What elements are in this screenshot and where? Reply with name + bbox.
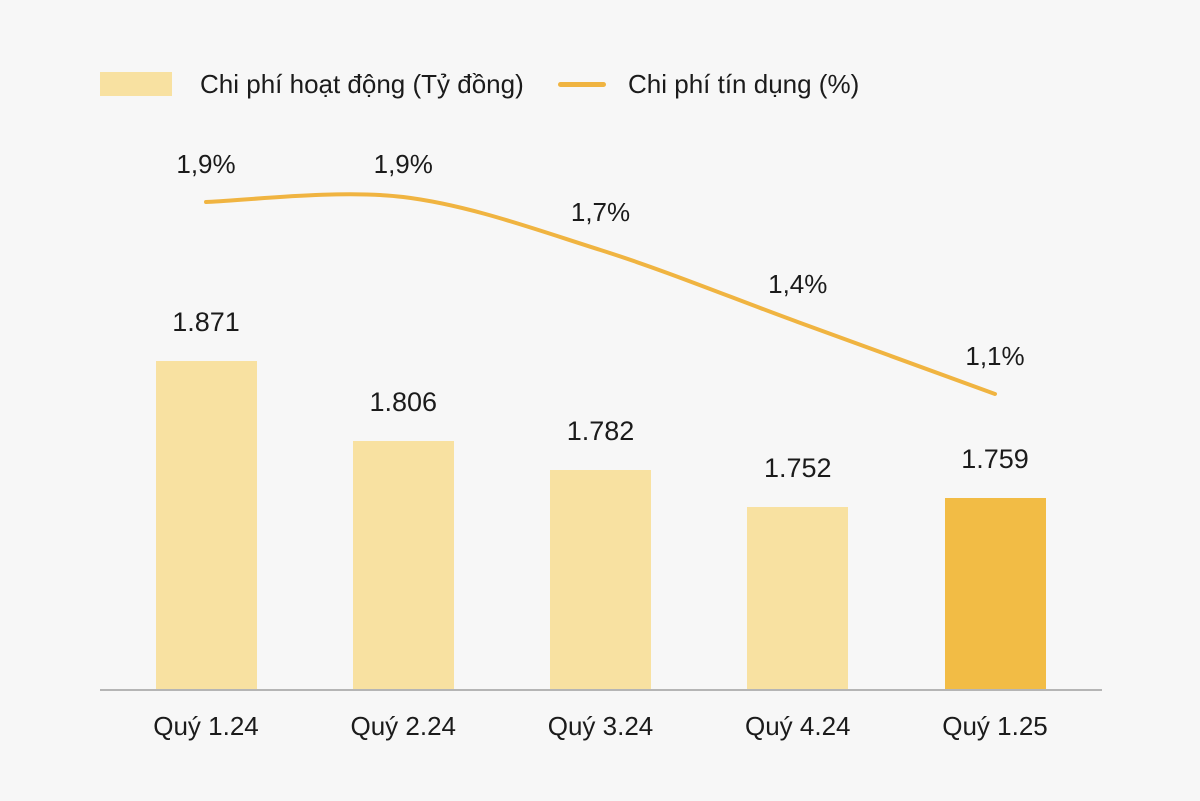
x-axis-label: Quý 1.25 [942, 711, 1048, 741]
bar-4 [747, 507, 849, 690]
x-axis-label: Quý 2.24 [350, 711, 456, 741]
line-point-label: 1,9% [176, 149, 236, 179]
x-axis-label: Quý 1.24 [153, 711, 259, 741]
bar-value-label: 1.752 [763, 453, 832, 483]
x-axis-line [100, 689, 1102, 691]
bar-value-label: 1.759 [961, 444, 1029, 474]
x-axis-label: Quý 3.24 [547, 711, 654, 741]
line-point-label: 1,9% [373, 149, 433, 179]
bar-1 [155, 361, 257, 690]
bar-5 [944, 498, 1046, 690]
legend-label-credit-cost: Chi phí tín dụng (%) [628, 68, 860, 99]
bar-2 [352, 441, 454, 690]
bar-value-label: 1.782 [566, 416, 635, 446]
line-point-label: 1,1% [965, 341, 1025, 371]
bar-value-label: 1.871 [172, 307, 240, 337]
line-point-label: 1,4% [768, 269, 828, 299]
legend-item-operating-cost: Chi phí hoạt động (Tỷ đồng) [100, 68, 524, 99]
bar-series-swatch-icon [100, 72, 172, 96]
bar-3 [550, 470, 651, 690]
line-point-label: 1,7% [570, 197, 631, 227]
x-axis-label: Quý 4.24 [744, 711, 851, 741]
legend-item-credit-cost: Chi phí tín dụng (%) [558, 68, 860, 99]
bar-value-label: 1.806 [369, 387, 438, 417]
legend-label-operating-cost: Chi phí hoạt động (Tỷ đồng) [200, 68, 524, 99]
line-series-swatch-icon [558, 81, 606, 87]
